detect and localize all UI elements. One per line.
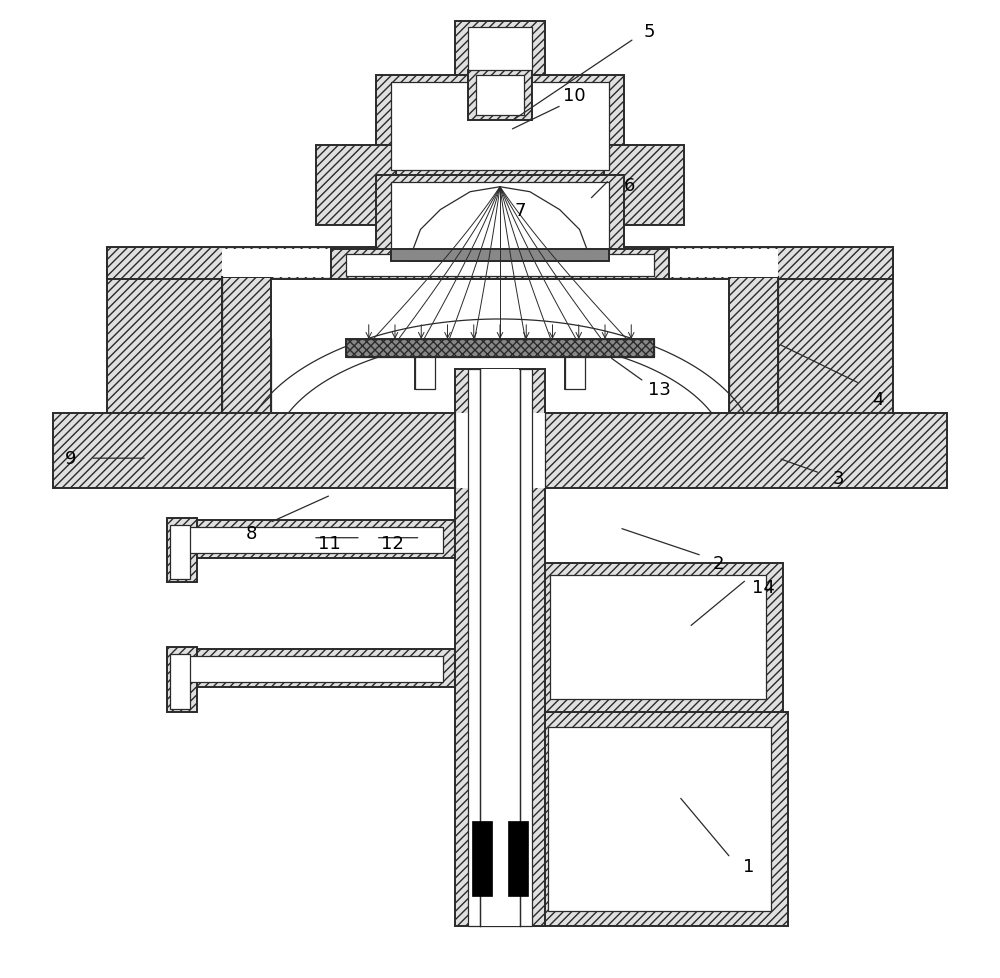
- Bar: [468, 27, 532, 71]
- Text: 8: 8: [246, 524, 257, 542]
- Bar: [468, 370, 532, 925]
- Text: 7: 7: [514, 201, 526, 219]
- Bar: [481, 370, 519, 925]
- Bar: [391, 83, 609, 170]
- Text: 4: 4: [872, 390, 884, 408]
- Text: 3: 3: [832, 469, 844, 488]
- Bar: [107, 250, 222, 459]
- Bar: [167, 518, 197, 583]
- Text: 5: 5: [643, 22, 655, 40]
- Bar: [346, 339, 654, 357]
- Bar: [604, 146, 684, 225]
- Bar: [316, 146, 396, 225]
- Bar: [170, 654, 190, 709]
- Bar: [271, 278, 729, 459]
- Bar: [346, 255, 654, 277]
- Polygon shape: [409, 188, 591, 262]
- Bar: [391, 183, 609, 252]
- Text: 2: 2: [713, 554, 725, 572]
- Bar: [415, 354, 435, 389]
- Bar: [53, 414, 947, 488]
- Bar: [222, 278, 271, 459]
- Bar: [508, 822, 528, 896]
- Text: 13: 13: [648, 380, 671, 398]
- Text: 9: 9: [65, 450, 76, 467]
- Bar: [415, 354, 435, 389]
- Bar: [376, 176, 624, 260]
- Bar: [530, 712, 788, 925]
- Bar: [565, 354, 585, 389]
- Bar: [455, 22, 545, 76]
- Bar: [548, 727, 771, 911]
- Bar: [455, 370, 545, 925]
- Bar: [331, 250, 669, 280]
- Text: 14: 14: [752, 579, 775, 597]
- Bar: [222, 250, 778, 278]
- Text: 11: 11: [318, 534, 340, 553]
- Bar: [167, 647, 197, 712]
- Bar: [180, 527, 443, 554]
- Bar: [729, 278, 778, 459]
- Text: 12: 12: [381, 534, 404, 553]
- Text: 10: 10: [563, 87, 586, 106]
- Bar: [455, 414, 545, 488]
- Bar: [391, 250, 609, 262]
- Bar: [472, 822, 492, 896]
- Text: 1: 1: [743, 857, 754, 875]
- Bar: [565, 354, 585, 389]
- Bar: [550, 575, 766, 699]
- Bar: [476, 76, 524, 116]
- Bar: [167, 649, 455, 688]
- Bar: [167, 520, 455, 558]
- Bar: [180, 656, 443, 683]
- Bar: [778, 250, 893, 459]
- Bar: [170, 525, 190, 580]
- Text: 6: 6: [624, 177, 635, 195]
- Bar: [468, 71, 532, 121]
- Bar: [107, 248, 893, 280]
- Bar: [346, 339, 654, 357]
- Bar: [535, 563, 783, 712]
- Bar: [376, 76, 624, 181]
